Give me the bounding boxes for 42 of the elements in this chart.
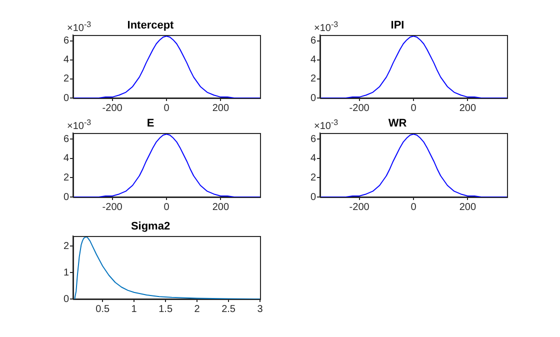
y-tick-label: 0 [63, 92, 70, 104]
y-tick-label: 0 [63, 294, 70, 305]
x-tick-label: -200 [102, 102, 123, 114]
chart-title: E [146, 118, 154, 130]
y-tick-label: 2 [63, 74, 70, 85]
x-tick-label: 0 [164, 102, 170, 114]
y-tick-label: 6 [310, 36, 316, 47]
y-tick-label: 2 [310, 172, 316, 184]
x-tick-label: 0.5 [96, 304, 110, 315]
y-tick-label: 0 [310, 192, 316, 203]
x-tick-label: -200 [349, 102, 370, 114]
chart-title: Sigma2 [130, 220, 170, 233]
y-tick-label: 4 [310, 54, 316, 66]
y-tick-label: 6 [63, 134, 70, 145]
x-tick-label: 200 [212, 102, 230, 114]
chart-title: Intercept [127, 20, 174, 32]
x-tick-label: 0 [410, 202, 417, 213]
y-tick-label: 4 [63, 153, 70, 164]
x-tick-label: 1 [131, 304, 138, 315]
y-tick-label: 6 [63, 36, 70, 47]
y-tick-label: 0 [63, 192, 70, 203]
y-tick-label: 4 [63, 54, 70, 66]
x-tick-label: 200 [459, 102, 476, 114]
x-tick-label: 2 [194, 304, 200, 315]
x-tick-label: -200 [349, 202, 370, 213]
x-tick-label: 0 [164, 202, 170, 213]
y-tick-label: 1 [63, 267, 70, 278]
x-tick-label: 200 [212, 202, 230, 213]
y-tick-label: 2 [310, 74, 316, 85]
x-tick-label: -200 [102, 202, 123, 213]
x-tick-label: 1.5 [158, 304, 173, 315]
y-tick-label: 2 [63, 240, 70, 252]
chart-title: IPI [390, 20, 404, 32]
y-tick-label: 6 [310, 134, 316, 145]
chart-title: WR [388, 118, 407, 130]
x-tick-label: 200 [459, 202, 476, 213]
x-tick-label: 0 [410, 102, 417, 114]
x-tick-label: 2.5 [222, 304, 236, 315]
y-tick-label: 0 [310, 92, 316, 104]
y-tick-label: 2 [63, 172, 70, 184]
y-tick-label: 4 [310, 153, 316, 164]
x-tick-label: 3 [257, 304, 264, 315]
